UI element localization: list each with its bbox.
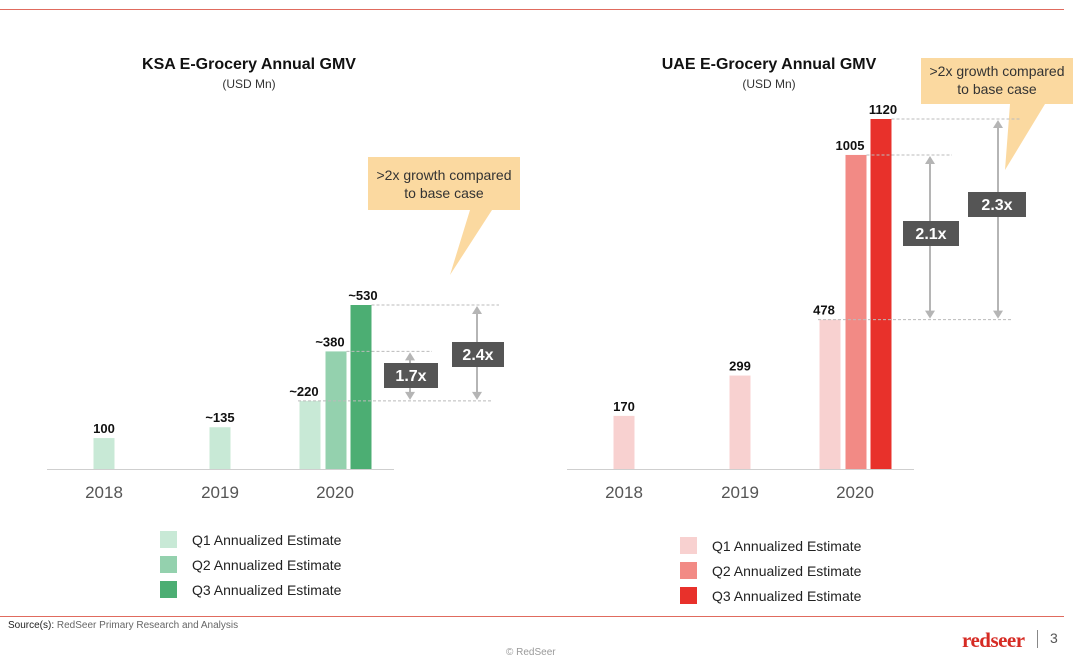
ksa-data-label-2018-q1: 100 (93, 421, 115, 436)
uae-growth-box-2 (968, 192, 1026, 217)
ksa-callout-text-2: to base case (404, 185, 484, 201)
ksa-bar-2020-q2 (325, 351, 347, 469)
uae-arrow-head-down-1 (925, 310, 935, 319)
uae-x-tick-2019: 2019 (721, 483, 759, 502)
uae-arrow-head-up-2 (993, 120, 1003, 128)
ksa-data-label-2019-q1: ~135 (205, 410, 234, 425)
bottom-divider (0, 616, 1064, 617)
uae-x-tick-2018: 2018 (605, 483, 643, 502)
uae-chart-subtitle: (USD Mn) (742, 77, 796, 91)
ksa-arrow-head-down-2 (472, 391, 482, 400)
top-divider (0, 9, 1064, 10)
ksa-legend-label-q2: Q2 Annualized Estimate (192, 556, 342, 573)
uae-legend-swatch-q2 (680, 562, 697, 579)
uae-arrow-head-up-1 (925, 155, 935, 164)
uae-growth-box-1 (903, 221, 959, 246)
ksa-legend-swatch-q3 (160, 581, 177, 598)
source-note: Source(s): RedSeer Primary Research and … (8, 620, 238, 631)
uae-data-label-2020-q1: 478 (813, 303, 835, 318)
uae-callout-text-2: to base case (957, 81, 1037, 97)
uae-legend-swatch-q3 (680, 587, 697, 604)
page-number: 3 (1050, 630, 1058, 646)
ksa-chart-subtitle: (USD Mn) (222, 77, 276, 91)
uae-x-tick-2020: 2020 (836, 483, 874, 502)
ksa-legend-item-q2: Q2 Annualized Estimate (160, 552, 341, 577)
uae-bar-2020-q1 (819, 319, 841, 469)
uae-legend-label-q2: Q2 Annualized Estimate (712, 562, 862, 579)
ksa-legend-item-q1: Q1 Annualized Estimate (160, 527, 341, 552)
uae-growth-label-1: 2.1x (915, 226, 946, 243)
ksa-bar-2020-q1 (299, 400, 321, 469)
ksa-data-label-2020-q2: ~380 (315, 334, 344, 349)
ksa-legend-swatch-q2 (160, 556, 177, 573)
uae-legend-swatch-q1 (680, 537, 697, 554)
uae-arrow-head-down-2 (993, 310, 1003, 319)
ksa-x-tick-2018: 2018 (85, 483, 123, 502)
uae-callout-bubble (921, 58, 1073, 170)
ksa-bar-2018-q1 (93, 438, 115, 469)
ksa-callout-bubble (368, 157, 520, 275)
page-separator (1037, 630, 1038, 648)
uae-data-label-2018-q1: 170 (613, 399, 635, 414)
uae-data-label-2020-q2: 1005 (836, 138, 865, 153)
ksa-chart-title: KSA E-Grocery Annual GMV (142, 56, 356, 73)
uae-bar-2019-q1 (729, 375, 751, 469)
ksa-arrow-head-down-1 (405, 391, 415, 400)
uae-legend-item-q3: Q3 Annualized Estimate (680, 583, 861, 608)
source-label: Source(s): (8, 620, 55, 631)
ksa-data-label-2020-q1: ~220 (289, 384, 318, 399)
uae-legend-item-q2: Q2 Annualized Estimate (680, 558, 861, 583)
copyright: © RedSeer (506, 647, 556, 658)
uae-legend: Q1 Annualized Estimate Q2 Annualized Est… (680, 533, 861, 608)
ksa-legend-item-q3: Q3 Annualized Estimate (160, 577, 341, 602)
ksa-bar-2020-q3 (350, 305, 372, 469)
ksa-growth-label-1: 1.7x (395, 368, 426, 385)
uae-legend-item-q1: Q1 Annualized Estimate (680, 533, 861, 558)
uae-callout-text-1: >2x growth compared (929, 63, 1064, 79)
ksa-data-label-2020-q3: ~530 (348, 288, 377, 303)
ksa-growth-label-2: 2.4x (462, 347, 493, 364)
uae-legend-label-q1: Q1 Annualized Estimate (712, 537, 862, 554)
ksa-callout-text-1: >2x growth compared (376, 167, 511, 183)
ksa-legend-label-q1: Q1 Annualized Estimate (192, 531, 342, 548)
uae-bar-2018-q1 (613, 415, 635, 469)
uae-bar-2020-q3 (870, 119, 892, 469)
ksa-legend-swatch-q1 (160, 531, 177, 548)
ksa-arrow-head-up-1 (405, 352, 415, 361)
uae-data-label-2020-q3: 1120 (869, 102, 897, 117)
uae-chart-title: UAE E-Grocery Annual GMV (661, 56, 877, 73)
ksa-legend: Q1 Annualized Estimate Q2 Annualized Est… (160, 527, 341, 602)
ksa-arrow-head-up-2 (472, 306, 482, 314)
uae-data-label-2019-q1: 299 (729, 359, 751, 374)
uae-growth-label-2: 2.3x (981, 197, 1012, 214)
brand-logo: redseer (962, 628, 1025, 652)
ksa-legend-label-q3: Q3 Annualized Estimate (192, 581, 342, 598)
uae-bar-2020-q2 (845, 154, 867, 469)
ksa-x-tick-2019: 2019 (201, 483, 239, 502)
ksa-bar-2019-q1 (209, 427, 231, 469)
uae-legend-label-q3: Q3 Annualized Estimate (712, 587, 862, 604)
ksa-x-tick-2020: 2020 (316, 483, 354, 502)
source-text: RedSeer Primary Research and Analysis (54, 620, 239, 631)
ksa-growth-box-2 (452, 342, 504, 367)
ksa-growth-box-1 (384, 363, 438, 388)
